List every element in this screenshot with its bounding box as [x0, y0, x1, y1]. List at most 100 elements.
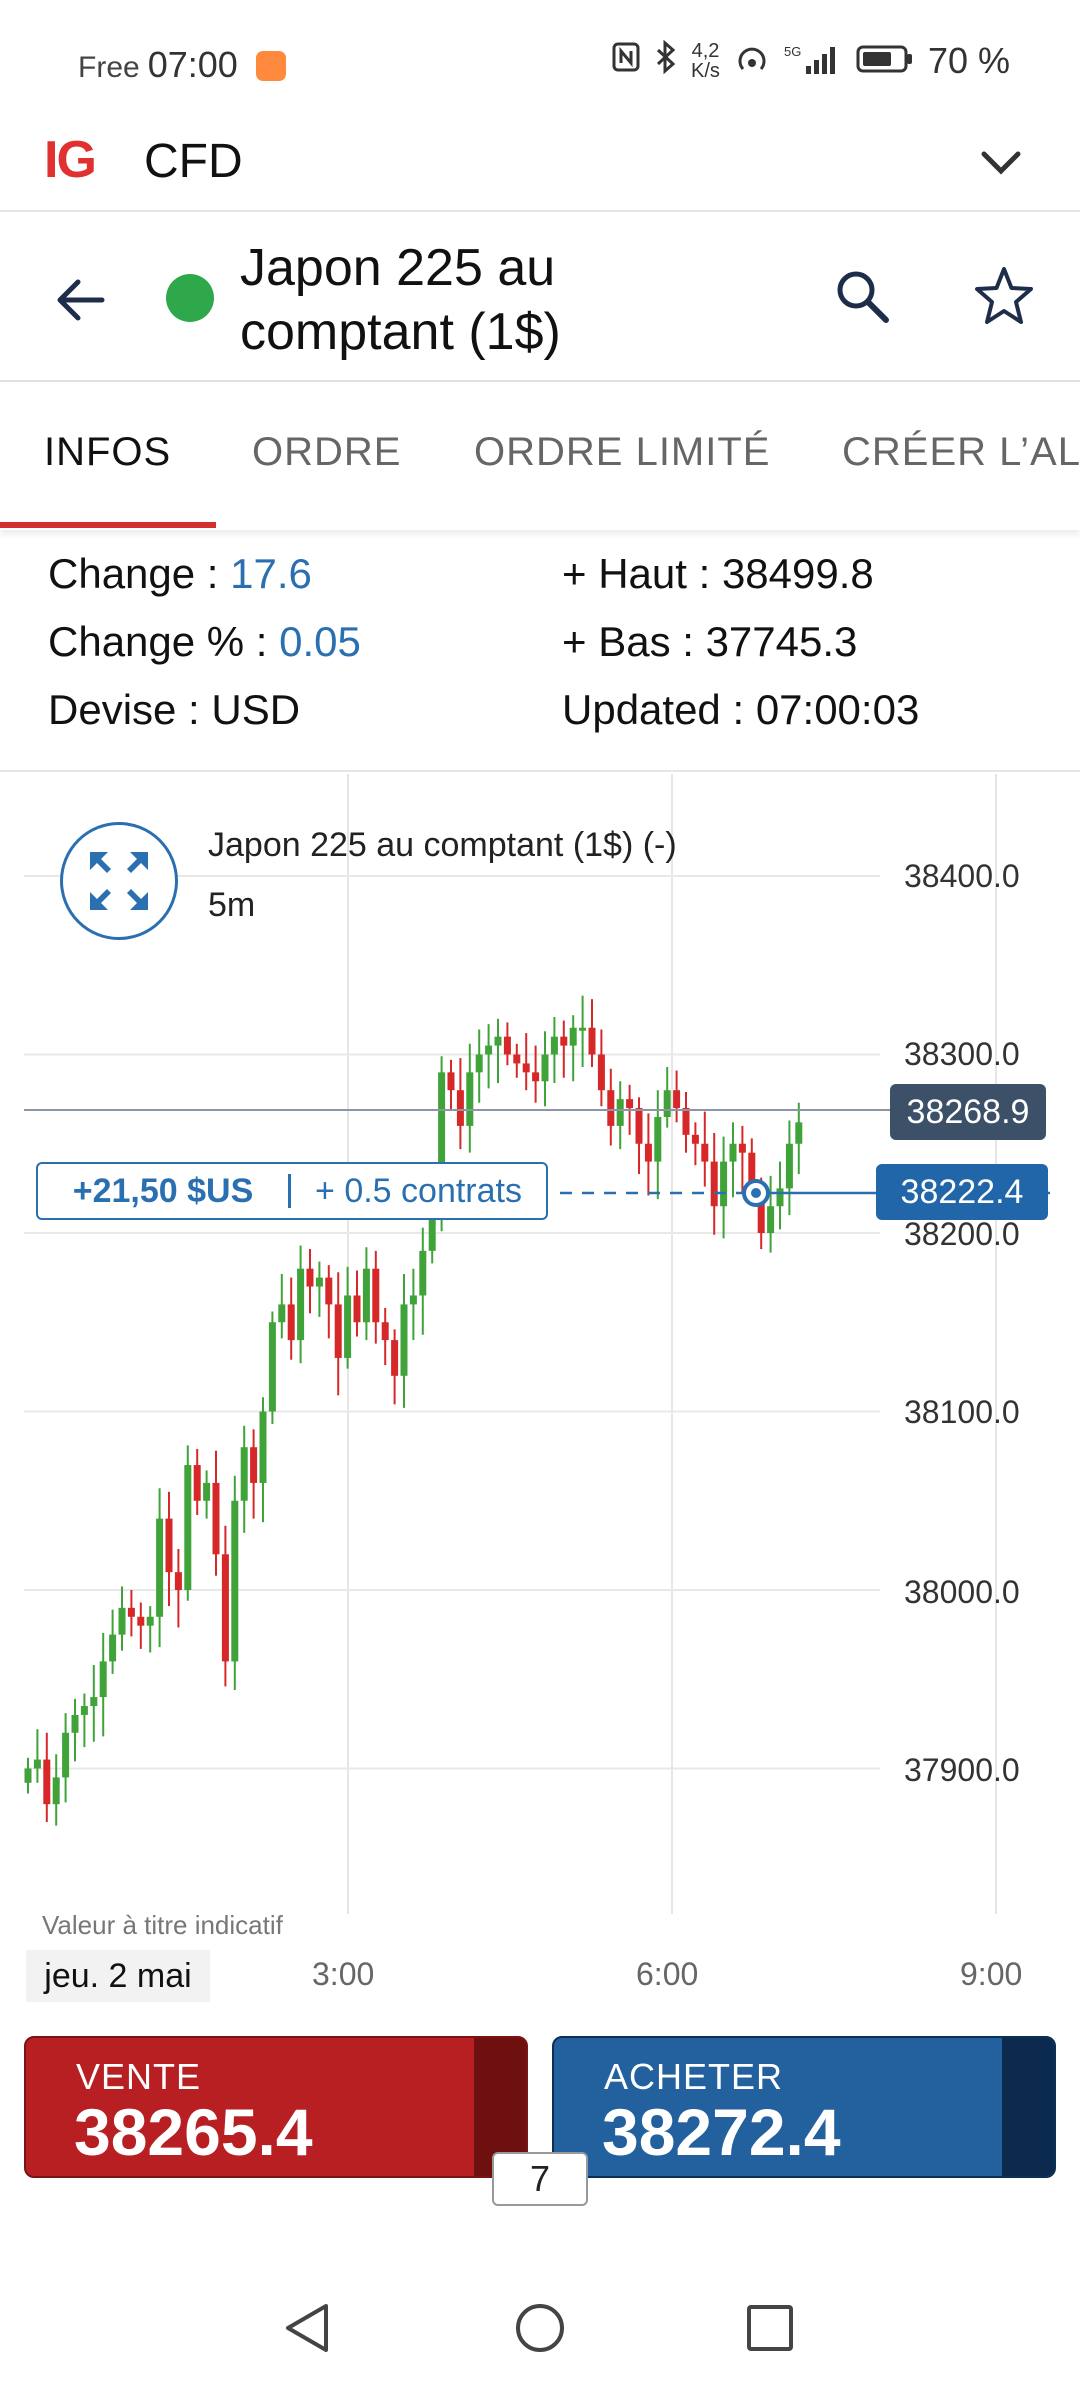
change-pct-row: Change % : 0.05 [48, 618, 361, 666]
quantity-field[interactable]: 7 [492, 2152, 588, 2206]
candle-body [438, 1072, 446, 1216]
candle-body [174, 1572, 182, 1590]
updated-row: Updated : 07:00:03 [562, 686, 919, 734]
y-tick-label: 38200.0 [904, 1216, 1020, 1252]
candle-body [212, 1482, 220, 1555]
bluetooth-icon [655, 39, 677, 82]
price-chart[interactable]: Japon 225 au comptant (1$) (-) 5m 38400.… [0, 774, 1080, 2014]
clock: 07:00 [147, 44, 238, 85]
candle-body [250, 1447, 258, 1483]
tab-bar: INFOS ORDRE ORDRE LIMITÉ CRÉER L’ALERTE [0, 384, 1080, 530]
candle-body [325, 1277, 333, 1305]
candle-body [24, 1768, 32, 1783]
candle-body [522, 1063, 530, 1073]
updated-value: 07:00:03 [755, 686, 920, 733]
currency-label: Devise : [48, 686, 200, 733]
buy-label: ACHETER [604, 2056, 784, 2097]
battery-percent: 70 % [927, 40, 1010, 81]
tab-ordre-limite[interactable]: ORDRE LIMITÉ [474, 430, 771, 474]
candle-body [278, 1304, 286, 1323]
candle-body [513, 1054, 521, 1064]
tab-ordre[interactable]: ORDRE [252, 430, 402, 474]
candle-body [381, 1322, 389, 1341]
change-pct-value: 0.05 [279, 618, 361, 665]
candle-body [626, 1099, 634, 1109]
speed-value: 4,2 [691, 40, 720, 62]
buy-button[interactable]: ACHETER 38272.4 [552, 2036, 1056, 2178]
battery-icon [856, 44, 914, 79]
current-price-tag: 38268.9 [890, 1084, 1046, 1140]
candle-body [221, 1554, 229, 1662]
candle-body [137, 1616, 145, 1626]
change-value: 17.6 [230, 550, 312, 597]
recents-nav-icon[interactable] [744, 2300, 796, 2361]
candle-body [62, 1732, 70, 1778]
chart-canvas[interactable] [0, 774, 1080, 2014]
back-nav-icon[interactable] [282, 2300, 332, 2361]
currency-value: USD [211, 686, 301, 733]
candle-body [475, 1054, 483, 1073]
chevron-down-icon[interactable] [978, 138, 1024, 189]
status-bar-left: Free 07:00 [78, 44, 286, 86]
candle-body [532, 1072, 540, 1082]
star-icon[interactable] [972, 264, 1036, 333]
sell-label: VENTE [76, 2056, 202, 2097]
candle-body [80, 1706, 88, 1715]
sell-price: 38265.4 [74, 2095, 313, 2169]
candle-body [776, 1188, 784, 1207]
candle-body [400, 1304, 408, 1376]
x-tick-label: 3:00 [312, 1956, 375, 1992]
app-header: IG CFD [0, 120, 1080, 212]
candle-body [203, 1482, 211, 1501]
tab-infos[interactable]: INFOS [44, 430, 172, 474]
position-quantity: + 0.5 contrats [315, 1171, 522, 1210]
back-arrow-icon[interactable] [52, 272, 108, 333]
candle-body [710, 1161, 718, 1207]
candle-body [503, 1036, 511, 1055]
open-position-label[interactable]: +21,50 $US + 0.5 contrats [36, 1162, 548, 1220]
candle-body [494, 1036, 502, 1046]
high-label: + Haut : [562, 550, 711, 597]
chart-title: Japon 225 au comptant (1$) (-) [208, 826, 677, 864]
candle-body [146, 1616, 154, 1626]
network-speed: 4,2 K/s [691, 41, 720, 81]
candle-body [156, 1518, 164, 1617]
candle-body [344, 1295, 352, 1358]
candle-body [259, 1411, 267, 1483]
account-type-title[interactable]: CFD [144, 135, 243, 188]
hotspot-icon [734, 43, 770, 80]
speed-unit: K/s [691, 60, 720, 82]
candle-body [315, 1277, 323, 1287]
low-value: 37745.3 [705, 618, 858, 665]
x-tick-label: 9:00 [960, 1956, 1023, 1992]
candle-body [109, 1634, 117, 1662]
candle-body [748, 1152, 756, 1189]
candle-body [391, 1340, 399, 1376]
active-tab-indicator [0, 522, 216, 528]
home-nav-icon[interactable] [512, 2300, 568, 2361]
candle-body [428, 1215, 436, 1251]
candle-body [362, 1268, 370, 1323]
candle-body [616, 1099, 624, 1126]
chart-interval[interactable]: 5m [208, 886, 256, 924]
position-price-tag: 38222.4 [876, 1164, 1048, 1220]
candle-body [231, 1500, 239, 1662]
candle-body [118, 1607, 126, 1635]
instrument-name: Japon 225 au comptant (1$) [240, 239, 561, 361]
sell-button[interactable]: VENTE 38265.4 [24, 2036, 528, 2178]
search-icon[interactable] [832, 266, 892, 331]
candle-body [738, 1143, 746, 1153]
candle-body [447, 1072, 455, 1091]
candle-body [306, 1268, 314, 1287]
candle-body [268, 1322, 276, 1412]
tab-creer-alerte[interactable]: CRÉER L’ALERTE [842, 430, 1080, 474]
carrier-label: Free [78, 51, 140, 84]
candle-body [99, 1661, 107, 1698]
candle-body [663, 1090, 671, 1117]
system-nav-bar [0, 2280, 1080, 2388]
candle-body [334, 1304, 342, 1358]
expand-chart-button[interactable] [60, 822, 178, 940]
position-pnl: +21,50 $US [72, 1171, 254, 1210]
candle-body [165, 1518, 173, 1573]
candle-body [466, 1072, 474, 1126]
